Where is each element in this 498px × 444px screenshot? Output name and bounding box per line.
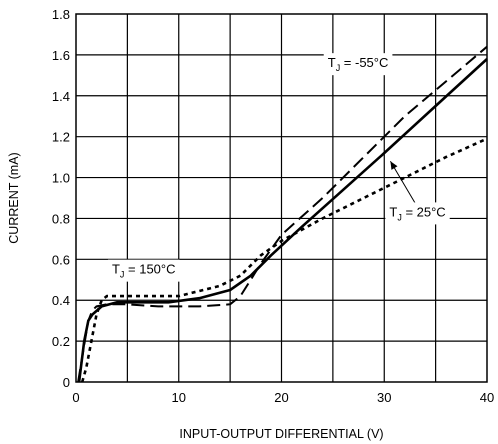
annotation-label-1: TJ = -55°C [328, 55, 389, 73]
y-tick-label: 0.6 [52, 252, 70, 267]
series-line-3 [80, 137, 488, 383]
y-tick-label: 0.4 [52, 293, 70, 308]
series-lines [77, 45, 488, 383]
y-axis-label: CURRENT (mA) [7, 152, 21, 243]
y-tick-label: 0.8 [52, 211, 70, 226]
annotation-label-3: TJ = 150°C [112, 262, 176, 280]
x-tick-label: 30 [377, 390, 391, 405]
y-tick-label: 0 [63, 375, 70, 390]
x-axis-label: INPUT-OUTPUT DIFFERENTIAL (V) [179, 427, 383, 441]
y-tick-label: 1.0 [52, 171, 70, 186]
x-tick-labels: 0 10 20 30 40 [72, 390, 494, 405]
annotation-background [385, 202, 450, 225]
annotation-background [107, 259, 180, 282]
x-tick-label: 20 [274, 390, 288, 405]
y-tick-label: 1.6 [52, 48, 70, 63]
arrow-25c-head [390, 161, 398, 170]
x-tick-label: 40 [480, 390, 494, 405]
annotation-arrows [389, 160, 419, 209]
series-line-2 [77, 58, 488, 383]
y-tick-labels: 0 0.2 0.4 0.6 0.8 1.0 1.2 1.4 1.6 1.8 [52, 7, 70, 390]
y-tick-label: 1.4 [52, 89, 70, 104]
series-line-1 [77, 45, 488, 383]
grid-lines [76, 14, 487, 382]
y-tick-label: 0.2 [52, 334, 70, 349]
plot-frame [75, 13, 488, 383]
x-tick-label: 10 [172, 390, 186, 405]
series-annotations: TJ = -55°C TJ = 25°C TJ = 150°C [107, 53, 450, 282]
x-tick-label: 0 [72, 390, 79, 405]
y-tick-label: 1.8 [52, 7, 70, 22]
arrow-25c-shaft [389, 160, 419, 209]
annotation-label-2: TJ = 25°C [389, 204, 445, 222]
annotation-background [323, 53, 393, 76]
y-tick-label: 1.2 [52, 130, 70, 145]
